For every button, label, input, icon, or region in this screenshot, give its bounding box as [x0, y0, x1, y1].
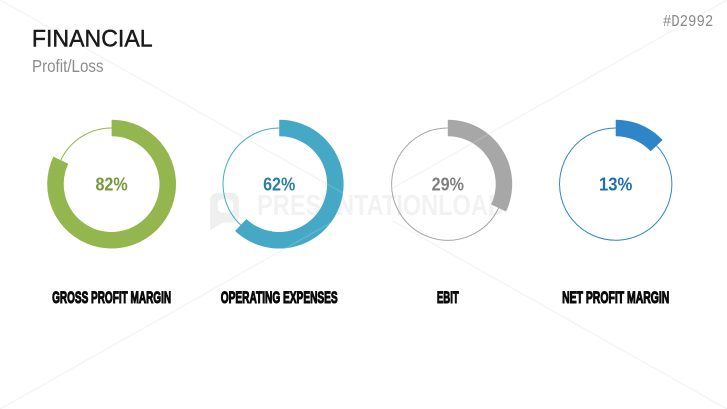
svg-text:FINANCIAL: FINANCIAL [32, 25, 153, 51]
svg-text:82%: 82% [95, 173, 127, 194]
svg-text:OPERATING EXPENSES: OPERATING EXPENSES [221, 287, 338, 306]
svg-text:Profit/Loss: Profit/Loss [32, 56, 104, 77]
svg-text:NET PROFIT MARGIN: NET PROFIT MARGIN [562, 287, 669, 306]
svg-text:62%: 62% [263, 173, 295, 194]
svg-text:29%: 29% [432, 173, 464, 194]
svg-text:13%: 13% [599, 174, 632, 195]
svg-text:#D2992: #D2992 [663, 12, 713, 31]
svg-text:EBIT: EBIT [437, 288, 459, 306]
svg-text:GROSS PROFIT MARGIN: GROSS PROFIT MARGIN [52, 287, 171, 306]
svg-text:PRESENTATIONLOAD: PRESENTATIONLOAD [257, 189, 505, 222]
